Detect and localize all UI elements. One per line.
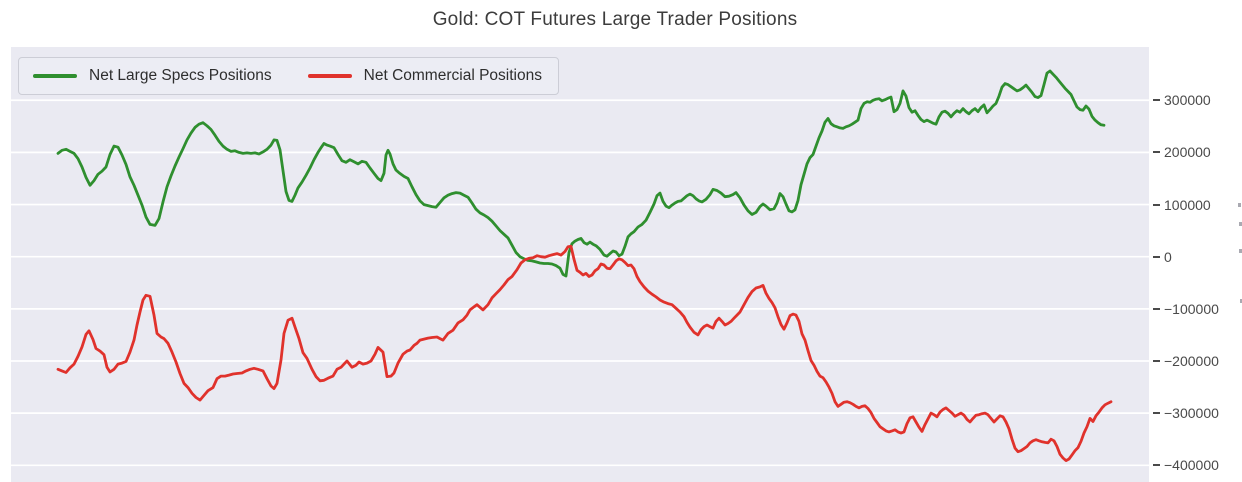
clipped-text-fragment bbox=[1239, 222, 1242, 226]
y-tick-mark bbox=[1153, 203, 1160, 206]
y-tick-mark bbox=[1153, 255, 1160, 258]
y-tick-mark bbox=[1153, 307, 1160, 310]
y-tick-label: −200000 bbox=[1164, 353, 1219, 369]
commercials-line-series bbox=[56, 244, 1113, 463]
legend-item-commercials: Net Commercial Positions bbox=[307, 67, 542, 85]
y-tick-label: 0 bbox=[1164, 248, 1172, 265]
legend-label-commercials: Net Commercial Positions bbox=[363, 67, 542, 84]
y-tick-label: 100000 bbox=[1164, 196, 1211, 213]
legend: Net Large Specs Positions Net Commercial… bbox=[18, 57, 559, 95]
plot-svg bbox=[11, 47, 1149, 482]
y-tick-mark bbox=[1153, 464, 1160, 467]
y-tick-mark bbox=[1153, 99, 1160, 102]
y-tick-label: −300000 bbox=[1164, 405, 1219, 422]
specs-line-series bbox=[56, 69, 1106, 278]
clipped-text-fragment bbox=[1240, 299, 1242, 303]
plot-background bbox=[11, 47, 1149, 482]
y-tick-mark bbox=[1153, 360, 1160, 362]
legend-line-swatch-commercials bbox=[307, 74, 352, 78]
clipped-text-fragment bbox=[1239, 249, 1242, 253]
plot-area: Net Large Specs Positions Net Commercial… bbox=[11, 47, 1149, 482]
y-tick-mark bbox=[1153, 151, 1160, 154]
legend-line-swatch-specs bbox=[33, 74, 77, 78]
legend-label-specs: Net Large Specs Positions bbox=[89, 67, 272, 84]
y-tick-label: −100000 bbox=[1164, 300, 1219, 317]
y-tick-mark bbox=[1153, 412, 1160, 415]
y-tick-label: 300000 bbox=[1164, 92, 1211, 109]
chart-title: Gold: COT Futures Large Trader Positions bbox=[432, 9, 798, 30]
y-tick-label: −400000 bbox=[1164, 457, 1219, 474]
clipped-text-fragment bbox=[1238, 203, 1241, 207]
y-tick-label: 200000 bbox=[1164, 144, 1211, 161]
legend-item-specs: Net Large Specs Positions bbox=[33, 67, 272, 85]
